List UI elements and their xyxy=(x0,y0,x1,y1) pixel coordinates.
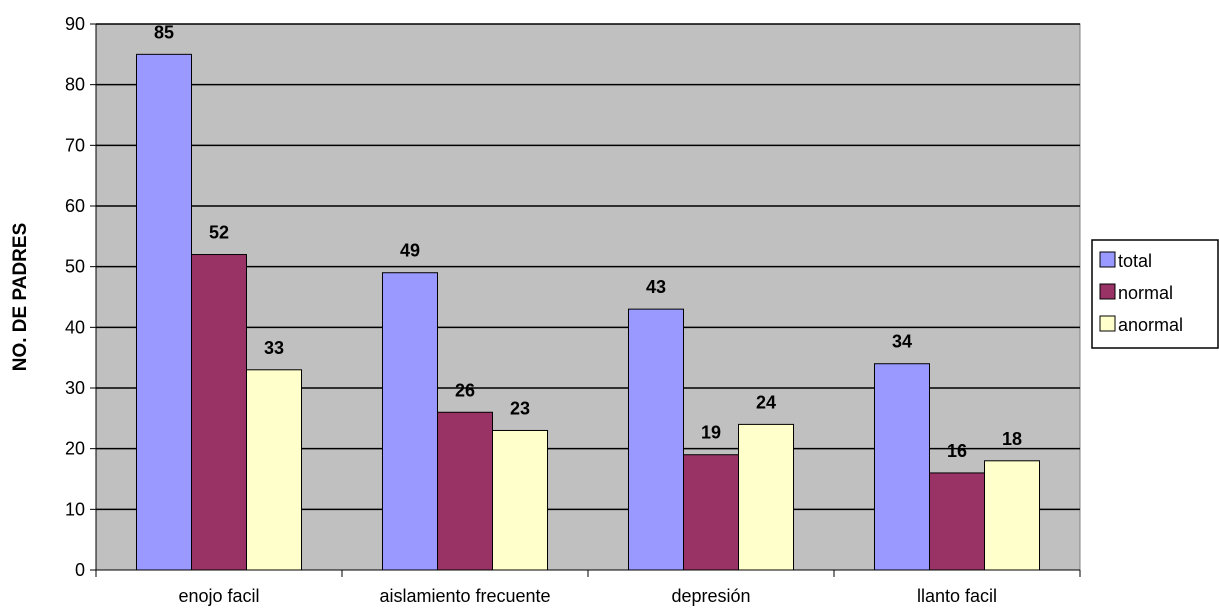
x-tick-label: llanto facil xyxy=(917,586,997,606)
y-tick-label: 20 xyxy=(65,439,85,459)
legend: total normal anormal xyxy=(1091,239,1219,349)
data-label: 26 xyxy=(455,380,475,400)
data-label: 33 xyxy=(264,338,284,358)
data-labels: 85 52 33 49 26 23 43 19 24 34 16 18 xyxy=(154,22,1022,461)
y-tick-label: 0 xyxy=(75,560,85,580)
y-tick-label: 80 xyxy=(65,75,85,95)
y-tick-label: 40 xyxy=(65,317,85,337)
y-tick-label: 90 xyxy=(65,14,85,34)
data-label: 52 xyxy=(209,223,229,243)
x-tick-label: aislamiento frecuente xyxy=(379,586,550,606)
bar-normal xyxy=(190,254,248,571)
y-tick-label: 50 xyxy=(65,257,85,277)
y-axis-title: NO. DE PADRES xyxy=(10,223,31,372)
legend-swatch-total xyxy=(1099,251,1116,268)
bar-total xyxy=(873,363,930,571)
bar-anormal xyxy=(246,369,303,571)
bar-anormal xyxy=(984,460,1041,571)
bar-total xyxy=(135,53,192,571)
bar-total xyxy=(381,272,438,571)
y-tick-label: 60 xyxy=(65,196,85,216)
legend-label-anormal: anormal xyxy=(1118,315,1183,335)
data-label: 18 xyxy=(1002,429,1022,449)
bar-anormal xyxy=(492,429,549,571)
bar-normal xyxy=(682,454,740,571)
legend-swatch-normal xyxy=(1099,283,1116,300)
y-tick-labels: 0 10 20 30 40 50 60 70 80 90 xyxy=(65,14,85,580)
bar-normal xyxy=(928,472,986,571)
legend-label-total: total xyxy=(1118,251,1152,271)
bars xyxy=(135,53,1041,571)
x-tick-label: enojo facil xyxy=(178,586,259,606)
legend-swatch-anormal xyxy=(1099,315,1116,332)
x-tick-labels: enojo facil aislamiento frecuente depresió… xyxy=(178,586,997,606)
x-tick-label: depresión xyxy=(671,586,750,606)
data-label: 34 xyxy=(892,332,912,352)
y-tick-label: 10 xyxy=(65,499,85,519)
bar-total xyxy=(627,308,684,571)
data-label: 16 xyxy=(947,441,967,461)
axes xyxy=(90,23,1081,577)
data-label: 24 xyxy=(756,392,776,412)
y-tick-label: 70 xyxy=(65,135,85,155)
bar-normal xyxy=(436,411,494,571)
legend-label-normal: normal xyxy=(1118,283,1173,303)
data-label: 23 xyxy=(510,398,530,418)
data-label: 49 xyxy=(400,241,420,261)
data-label: 19 xyxy=(701,423,721,443)
data-label: 85 xyxy=(154,22,174,42)
data-label: 43 xyxy=(646,277,666,297)
y-tick-label: 30 xyxy=(65,378,85,398)
bar-anormal xyxy=(738,423,795,571)
